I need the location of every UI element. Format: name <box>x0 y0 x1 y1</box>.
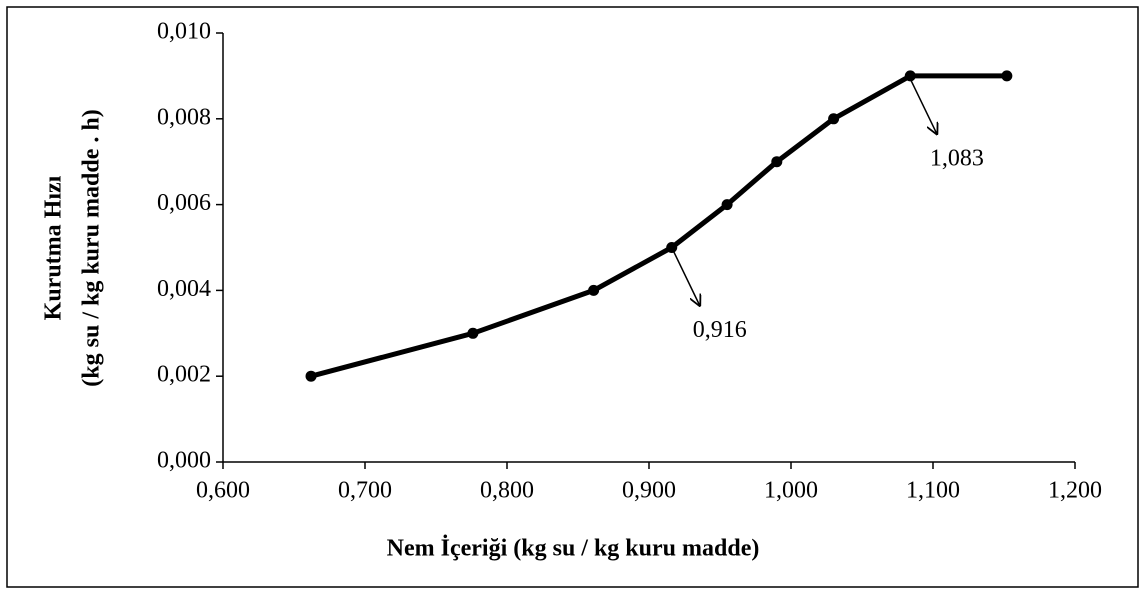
point <box>771 156 783 168</box>
point <box>721 199 733 211</box>
point <box>305 370 317 382</box>
y-tick-label: 0,010 <box>157 19 211 45</box>
annotation-arrow <box>671 247 700 306</box>
x-tick-label: 0,700 <box>338 478 392 504</box>
x-tick-label: 1,000 <box>764 478 818 504</box>
x-tick-label: 0,600 <box>196 478 250 504</box>
point <box>467 327 479 339</box>
point <box>828 113 840 125</box>
x-tick-label: 0,900 <box>622 478 676 504</box>
x-tick-label: 1,200 <box>1048 478 1102 504</box>
y-tick-label: 0,008 <box>157 104 211 130</box>
y-axis-title: Kurutma Hızı (kg su / kg kuru madde . h) <box>41 109 105 386</box>
y-axis-title-line: Kurutma Hızı <box>41 175 67 320</box>
y-axis-title-line: (kg su / kg kuru madde . h) <box>79 109 105 386</box>
y-tick-label: 0,004 <box>157 276 211 302</box>
y-tick-label: 0,002 <box>157 362 211 388</box>
x-axis-title: Nem İçeriği (kg su / kg kuru madde) <box>387 536 760 562</box>
y-tick-label: 0,000 <box>157 448 211 474</box>
point <box>904 70 916 82</box>
annotation-arrow <box>908 75 937 134</box>
annotation-label: 1,083 <box>930 145 984 171</box>
x-tick-label: 0,800 <box>480 478 534 504</box>
x-tick-label: 1,100 <box>906 478 960 504</box>
annotation-label: 0,916 <box>693 317 747 343</box>
y-tick-label: 0,006 <box>157 190 211 216</box>
point <box>1001 70 1013 82</box>
point <box>588 284 600 296</box>
